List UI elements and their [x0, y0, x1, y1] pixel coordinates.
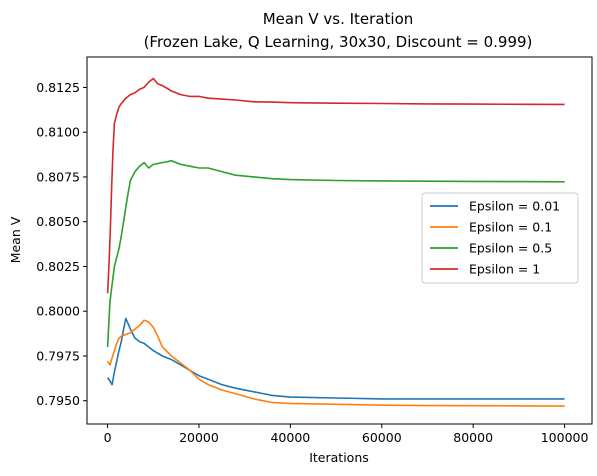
- x-tick-label: 100000: [541, 430, 589, 445]
- y-tick-label: 0.8000: [36, 304, 80, 319]
- ticks-layer: 0 20000 40000 60000 80000 100000 0.7950 0.7975 0…: [36, 80, 588, 445]
- x-axis-label: Iterations: [309, 450, 369, 465]
- y-axis-label: Mean V: [8, 216, 23, 263]
- legend-label-1: Epsilon = 0.1: [469, 220, 552, 235]
- plot-frame: [86, 56, 593, 425]
- chart-title: Mean V vs. Iteration: [263, 10, 414, 28]
- series-layer: [106, 77, 565, 407]
- y-tick-label: 0.8050: [36, 214, 80, 229]
- y-tick-label: 0.7975: [36, 348, 80, 363]
- legend-label-2: Epsilon = 0.5: [469, 241, 552, 256]
- legend: Epsilon = 0.01 Epsilon = 0.1 Epsilon = 0.5…: [421, 192, 579, 284]
- y-tick-label: 0.8125: [36, 80, 80, 95]
- x-tick-label: 60000: [362, 430, 402, 445]
- chart-subtitle: (Frozen Lake, Q Learning, 30x30, Discoun…: [144, 33, 533, 51]
- x-tick-label: 40000: [270, 430, 310, 445]
- legend-label-0: Epsilon = 0.01: [469, 199, 560, 214]
- y-tick-label: 0.7950: [36, 393, 80, 408]
- series-line-2: [106, 160, 565, 348]
- y-tick-label: 0.8100: [36, 125, 80, 140]
- x-tick-label: 0: [104, 430, 112, 445]
- legend-label-3: Epsilon = 1: [469, 262, 540, 277]
- legend-box: [421, 192, 579, 284]
- y-tick-label: 0.8075: [36, 169, 80, 184]
- y-tick-label: 0.8025: [36, 259, 80, 274]
- series-line-3: [106, 77, 565, 294]
- x-tick-label: 20000: [179, 430, 219, 445]
- series-line-1: [106, 319, 565, 407]
- x-tick-label: 80000: [453, 430, 493, 445]
- series-line-0: [106, 317, 565, 400]
